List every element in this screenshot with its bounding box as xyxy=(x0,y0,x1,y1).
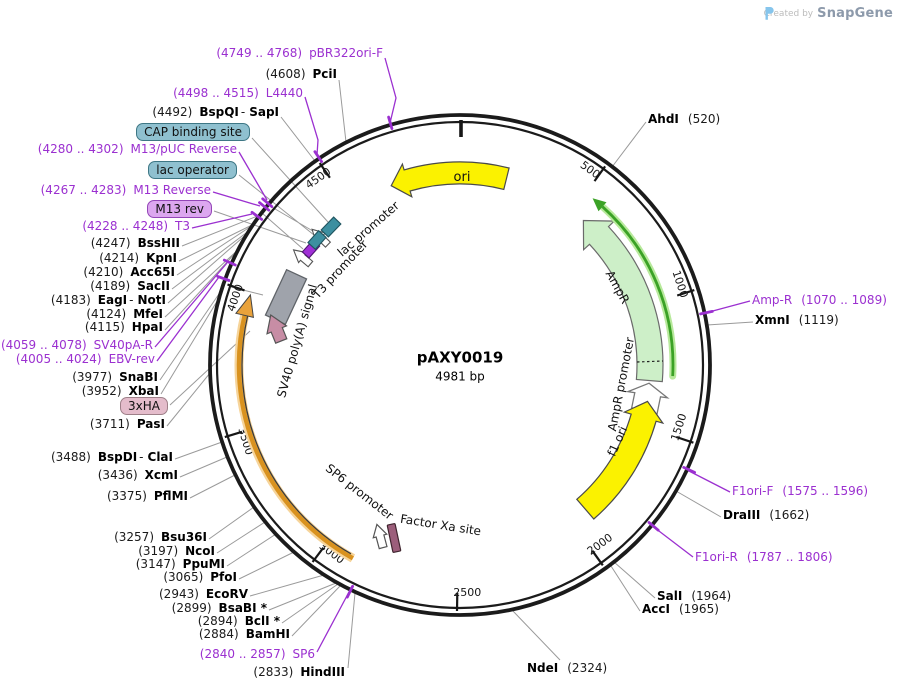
primer-connector-lines xyxy=(154,57,751,653)
callout-draiii[interactable]: DraIII (1662) xyxy=(723,508,810,522)
callout-eagi-noti[interactable]: (4183) EagI - NotI xyxy=(50,293,166,307)
callout-l4440[interactable]: (4498 .. 4515) L4440 xyxy=(173,86,303,100)
callout-bsabi[interactable]: (2899) BsaBI * xyxy=(171,601,267,615)
feature-insert-arc[interactable] xyxy=(234,293,356,563)
svg-text:2500: 2500 xyxy=(453,586,481,599)
callout-amp-r[interactable]: Amp-R (1070 .. 1089) xyxy=(752,293,887,307)
callout-ecorv[interactable]: (2943) EcoRV xyxy=(159,587,248,601)
svg-text:500: 500 xyxy=(578,158,603,181)
feature-factor-xa-box[interactable] xyxy=(386,523,402,553)
feature-ampr-arrow[interactable] xyxy=(582,219,664,383)
position-ticks xyxy=(224,120,695,612)
feature-sp6-promoter-arrow[interactable] xyxy=(370,523,390,550)
callout-xmni[interactable]: XmnI (1119) xyxy=(755,313,839,327)
callout-ncoi[interactable]: (3197) NcoI xyxy=(138,544,215,558)
callout-hpai[interactable]: (4115) HpaI xyxy=(84,320,163,334)
callout-sp6[interactable]: (2840 .. 2857) SP6 xyxy=(199,647,315,661)
primer-site-ticks xyxy=(216,115,714,599)
plasmid-size: 4981 bp xyxy=(435,369,485,384)
cap-binding-site-box[interactable] xyxy=(320,216,342,238)
callout-ahdi[interactable]: AhdI (520) xyxy=(648,112,721,126)
callout-sv40pa-r[interactable]: (4059 .. 4078) SV40pA-R xyxy=(0,338,153,352)
callout-pcii[interactable]: (4608) PciI xyxy=(265,67,337,81)
callout-ppumi[interactable]: (3147) PpuMI xyxy=(135,557,225,571)
callout-pasi[interactable]: (3711) PasI xyxy=(89,417,165,431)
feature-ori-arrow[interactable] xyxy=(390,161,510,199)
label-factor-xa: Factor Xa site xyxy=(399,512,482,539)
callout-ebv-rev[interactable]: (4005 .. 4024) EBV-rev xyxy=(15,352,155,366)
callout-bcli[interactable]: (2894) BclI * xyxy=(197,614,280,628)
feature-3xha-arrow[interactable] xyxy=(261,311,291,345)
callout-pbr322ori-f[interactable]: (4749 .. 4768) pBR322ori-F xyxy=(216,46,383,60)
snapgene-brand-text: SnapGene xyxy=(817,6,893,21)
tag-cap-binding-site[interactable]: CAP binding site xyxy=(136,123,250,141)
label-sp6-promoter: SP6 promoter xyxy=(323,461,396,523)
snapgene-watermark: Created by SnapGene xyxy=(764,6,893,21)
svg-text:1500: 1500 xyxy=(668,412,689,443)
callout-acc65i[interactable]: (4210) Acc65I xyxy=(83,265,175,279)
callout-f1ori-r[interactable]: F1ori-R (1787 .. 1806) xyxy=(695,550,833,564)
plasmid-name: pAXY0019 xyxy=(416,348,504,367)
feature-ampr-highlight-arc[interactable] xyxy=(592,198,677,380)
t3-promoter-arrow[interactable] xyxy=(289,245,314,269)
callout-snabi[interactable]: (3977) SnaBI xyxy=(72,370,158,384)
callout-xcmi[interactable]: (3436) XcmI xyxy=(97,468,178,482)
callout-m13-puc-reverse[interactable]: (4280 .. 4302) M13/pUC Reverse xyxy=(37,142,237,156)
feature-f1-ori-arrow[interactable] xyxy=(575,400,665,520)
callout-kpni[interactable]: (4214) KpnI xyxy=(99,251,177,265)
callout-bamhi[interactable]: (2884) BamHI xyxy=(198,627,290,641)
label-ori: ori xyxy=(454,170,471,185)
callout-mfei[interactable]: (4124) MfeI xyxy=(86,307,163,321)
lac-operator-site-box[interactable] xyxy=(307,229,327,251)
callout-sali[interactable]: SalI (1964) xyxy=(657,589,732,603)
created-by-text: Created by xyxy=(763,8,814,19)
tag-3xha[interactable]: 3xHA xyxy=(120,397,168,415)
callout-f1ori-f[interactable]: F1ori-F (1575 .. 1596) xyxy=(732,484,869,498)
callout-m13-reverse[interactable]: (4267 .. 4283) M13 Reverse xyxy=(40,183,211,197)
callout-sacii[interactable]: (4189) SacII xyxy=(90,279,170,293)
callout-acci[interactable]: AccI (1965) xyxy=(642,602,719,616)
feature-cluster-lac-t3[interactable] xyxy=(289,216,342,269)
callout-xbai[interactable]: (3952) XbaI xyxy=(81,384,159,398)
tag-lac-operator[interactable]: lac operator xyxy=(148,161,237,179)
backbone-ring-outer xyxy=(208,113,712,617)
callout-ndei[interactable]: NdeI (2324) xyxy=(527,661,608,675)
callout-t3[interactable]: (4228 .. 4248) T3 xyxy=(82,219,190,233)
callout-bspqi-sapi[interactable]: (4492) BspQI - SapI xyxy=(152,105,279,119)
snapgene-logo-icon xyxy=(765,7,774,20)
callout-bsshii[interactable]: (4247) BssHII xyxy=(90,236,180,250)
plasmid-title-block: pAXY0019 4981 bp xyxy=(417,349,504,384)
callout-bsu36i[interactable]: (3257) Bsu36I xyxy=(114,530,207,544)
label-lac-promoter: lac promoter xyxy=(335,198,402,259)
callout-pflmi[interactable]: (3375) PflMI xyxy=(106,489,188,503)
callout-bspdi-clai[interactable]: (3488) BspDI - ClaI xyxy=(50,450,173,464)
tag-m13-rev[interactable]: M13 rev xyxy=(147,200,212,218)
callout-hindiii[interactable]: (2833) HindIII xyxy=(253,665,345,679)
svg-text:1000: 1000 xyxy=(670,269,691,300)
ampr-signal-boundary xyxy=(636,360,664,363)
callout-pfoi[interactable]: (3065) PfoI xyxy=(163,570,237,584)
svg-text:2000: 2000 xyxy=(585,531,615,558)
